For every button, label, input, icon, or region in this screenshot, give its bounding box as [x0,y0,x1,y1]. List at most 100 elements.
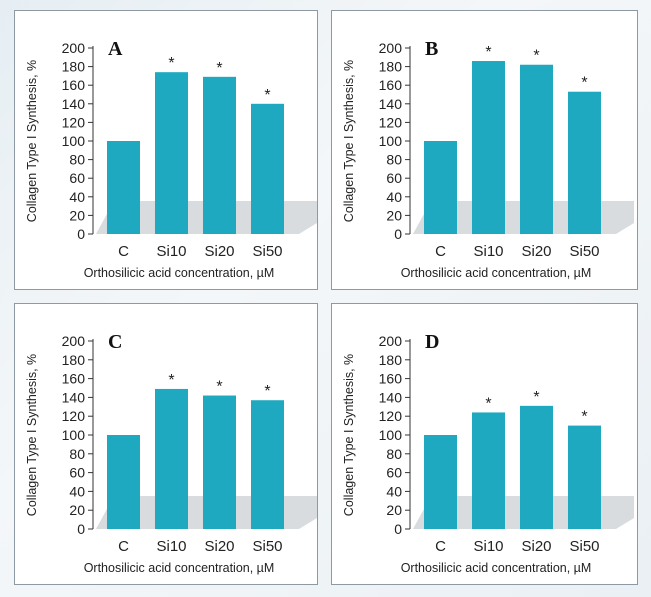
y-tick-label: 20 [69,502,85,518]
panel-label: A [108,38,123,60]
bar [568,425,601,529]
y-tick-label: 60 [386,170,402,186]
y-tick-label: 160 [62,371,86,387]
bar [472,61,505,234]
significance-star: * [485,395,491,412]
significance-star: * [168,372,174,389]
x-category-label: Si10 [156,538,186,555]
chart-svg-c: 0 20 40 60 80 100 120 140 160 180 200 C Si10 * Si20 * Si… [25,331,317,575]
y-tick-label: 100 [379,427,403,443]
bar [155,72,188,235]
x-category-label: Si10 [473,243,503,260]
y-tick-label: 180 [379,352,403,368]
y-tick-label: 20 [386,207,402,223]
x-category-label: C [118,243,129,260]
y-tick-label: 60 [386,465,402,481]
y-tick-label: 120 [62,114,86,130]
y-tick-label: 100 [379,133,403,149]
y-tick-label: 60 [69,465,85,481]
x-axis-title: Orthosilicic acid concentration, µM [84,266,275,280]
significance-star: * [533,389,539,406]
bar [251,103,284,234]
y-tick-label: 0 [77,521,85,537]
y-tick-label: 80 [386,152,402,168]
x-category-label: Si20 [521,538,551,555]
bar [424,435,457,529]
y-tick-label: 140 [62,389,86,405]
y-tick-label: 40 [69,483,85,499]
y-tick-label: 80 [69,446,85,462]
y-tick-label: 40 [386,189,402,205]
y-tick-label: 100 [62,427,86,443]
bar [251,400,284,529]
y-tick-label: 80 [69,152,85,168]
y-axis-title: Collagen Type I Synthesis, % [25,354,39,516]
y-tick-label: 140 [62,96,86,112]
significance-star: * [581,75,587,92]
y-tick-label: 60 [69,170,85,186]
bar [520,64,553,234]
bar [568,91,601,235]
x-axis-title: Orthosilicic acid concentration, µM [401,266,592,280]
chart-panel-c: 0 20 40 60 80 100 120 140 160 180 200 C Si10 * Si20 * Si… [14,303,318,585]
y-tick-label: 160 [379,77,403,93]
x-category-label: Si50 [569,243,599,260]
y-tick-label: 20 [386,502,402,518]
bar [424,141,457,234]
chart-svg-d: 0 20 40 60 80 100 120 140 160 180 200 C Si10 * Si20 * Si… [342,331,634,575]
y-axis-title: Collagen Type I Synthesis, % [342,354,356,516]
y-axis-title: Collagen Type I Synthesis, % [342,60,356,222]
chart-panel-b: 0 20 40 60 80 100 120 140 160 180 200 C Si10 * Si20 * Si… [331,10,638,290]
x-category-label: Si50 [252,243,282,260]
bar [520,405,553,529]
bar [203,395,236,529]
significance-star: * [264,383,270,400]
y-tick-label: 40 [69,189,85,205]
y-tick-label: 200 [379,333,403,349]
x-axis-title: Orthosilicic acid concentration, µM [84,561,275,575]
bar [155,388,188,529]
significance-star: * [216,379,222,396]
bar [107,141,140,234]
y-tick-label: 180 [62,352,86,368]
significance-star: * [485,44,491,61]
y-tick-label: 200 [62,333,86,349]
y-tick-label: 180 [62,59,86,75]
panel-label: D [425,331,439,353]
y-tick-label: 160 [62,77,86,93]
panel-label: C [108,331,122,353]
y-tick-label: 120 [379,408,403,424]
x-category-label: Si10 [156,243,186,260]
y-tick-label: 140 [379,389,403,405]
x-axis-title: Orthosilicic acid concentration, µM [401,561,592,575]
chart-panel-a: 0 20 40 60 80 100 120 140 160 180 200 C Si10 * Si20 * Si… [14,10,318,290]
y-tick-label: 180 [379,59,403,75]
y-tick-label: 160 [379,371,403,387]
y-tick-label: 200 [379,40,403,56]
y-tick-label: 140 [379,96,403,112]
chart-svg-b: 0 20 40 60 80 100 120 140 160 180 200 C Si10 * Si20 * Si… [342,38,634,280]
x-category-label: Si20 [204,243,234,260]
panel-label: B [425,38,438,60]
x-category-label: Si10 [473,538,503,555]
y-tick-label: 120 [62,408,86,424]
x-category-label: C [435,538,446,555]
significance-star: * [168,55,174,72]
bar [472,412,505,529]
y-axis-title: Collagen Type I Synthesis, % [25,60,39,222]
y-tick-label: 80 [386,446,402,462]
significance-star: * [533,48,539,65]
significance-star: * [581,409,587,426]
significance-star: * [264,87,270,104]
y-tick-label: 200 [62,40,86,56]
y-tick-label: 20 [69,207,85,223]
y-tick-label: 40 [386,483,402,499]
x-category-label: Si50 [252,538,282,555]
y-tick-label: 120 [379,114,403,130]
y-tick-label: 0 [77,226,85,242]
x-category-label: Si50 [569,538,599,555]
y-tick-label: 100 [62,133,86,149]
x-category-label: C [435,243,446,260]
x-category-label: Si20 [521,243,551,260]
x-category-label: Si20 [204,538,234,555]
